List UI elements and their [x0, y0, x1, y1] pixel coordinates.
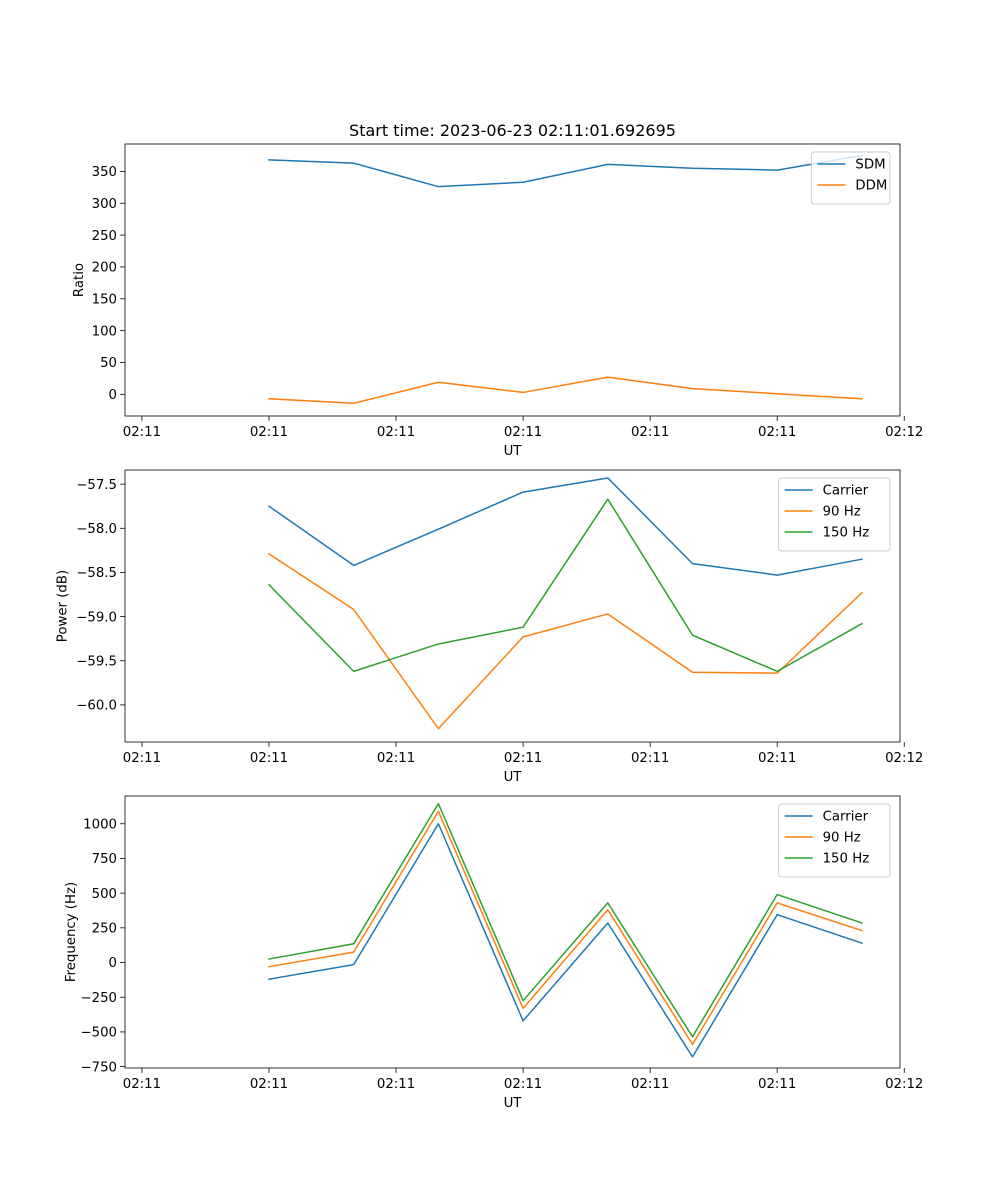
legend-label: 90 Hz [823, 505, 861, 520]
y-axis-label: Frequency (Hz) [64, 882, 79, 982]
series-line-90-hz [267, 552, 863, 730]
legend-box [810, 151, 891, 205]
y-tick-label: 350 [92, 165, 117, 180]
legend-label: DDM [855, 179, 887, 194]
legend-label: Carrier [823, 810, 869, 825]
x-tick-label: 02:11 [377, 1077, 415, 1092]
y-tick-label: 150 [92, 292, 117, 307]
chart-panel-3: 02:11 02:11 02:11 02:11 02:11 02:11 02:12 −750 −… [64, 795, 923, 1111]
series-line-90-hz [268, 810, 863, 1046]
x-tick-label: 02:11 [631, 425, 669, 440]
y-tick-label: 100 [92, 324, 117, 339]
x-axis-label: UT [504, 770, 523, 785]
y-tick-label: 750 [92, 852, 117, 867]
legend-label: 90 Hz [823, 831, 861, 846]
x-tick-label: 02:11 [123, 1077, 161, 1092]
legend-label: 150 Hz [823, 526, 870, 541]
x-tick-label: 02:11 [377, 425, 415, 440]
axes-frame [124, 795, 901, 1069]
x-tick-label: 02:11 [504, 425, 542, 440]
legend-label: 150 Hz [823, 852, 870, 867]
series-line-ddm [268, 376, 863, 405]
x-tick-label: 02:11 [250, 1077, 288, 1092]
legend-label: Carrier [823, 484, 869, 499]
x-tick-label: 02:11 [123, 751, 161, 766]
y-tick-label: −59.0 [76, 610, 117, 625]
chart-panel-1: 02:11 02:11 02:11 02:11 02:11 02:11 02:12 0 50 10… [72, 143, 923, 459]
x-tick-label: 02:11 [758, 751, 796, 766]
legend: Carrier 90 Hz 150 Hz [778, 477, 891, 552]
chart-panel-2: 02:11 02:11 02:11 02:11 02:11 02:11 02:12 −60.0… [56, 469, 923, 785]
series-line-150-hz [268, 802, 863, 1038]
y-tick-label: 0 [109, 956, 117, 971]
y-tick-label: 0 [109, 388, 117, 403]
series-line-carrier [268, 823, 863, 1058]
figure-title: Start time: 2023-06-23 02:11:01.692695 [349, 121, 676, 140]
x-tick-label: 02:12 [885, 1077, 923, 1092]
y-tick-label: 250 [92, 922, 117, 937]
legend: SDM DDM [810, 151, 891, 205]
x-tick-label: 02:11 [758, 1077, 796, 1092]
y-tick-label: 200 [92, 261, 117, 276]
x-tick-label: 02:11 [631, 751, 669, 766]
y-axis-label: Power (dB) [56, 570, 71, 642]
y-tick-label: 300 [92, 197, 117, 212]
x-axis-label: UT [504, 1096, 523, 1111]
y-tick-label: −750 [80, 1060, 117, 1075]
panels: 02:11 02:11 02:11 02:11 02:11 02:11 02:12 0 50 10… [56, 143, 923, 1111]
y-tick-label: −500 [80, 1026, 117, 1041]
x-tick-label: 02:11 [250, 425, 288, 440]
x-tick-label: 02:11 [504, 751, 542, 766]
legend-label: SDM [855, 158, 885, 173]
y-tick-label: −60.0 [76, 699, 117, 714]
x-tick-label: 02:11 [631, 1077, 669, 1092]
x-tick-label: 02:12 [885, 425, 923, 440]
y-tick-label: −250 [80, 991, 117, 1006]
x-tick-label: 02:11 [504, 1077, 542, 1092]
series-line-150-hz [267, 498, 863, 673]
x-axis-label: UT [504, 444, 523, 459]
y-tick-label: −58.0 [76, 522, 117, 537]
y-tick-label: −57.5 [76, 478, 117, 493]
x-tick-label: 02:11 [758, 425, 796, 440]
series-line-sdm [268, 154, 863, 188]
legend: Carrier 90 Hz 150 Hz [778, 803, 891, 878]
y-tick-label: −58.5 [76, 566, 117, 581]
y-tick-label: 1000 [83, 817, 117, 832]
y-tick-label: 500 [92, 887, 117, 902]
x-tick-label: 02:11 [377, 751, 415, 766]
y-tick-label: 50 [100, 356, 117, 371]
x-tick-label: 02:11 [123, 425, 161, 440]
axes-frame [124, 143, 901, 417]
y-tick-label: −59.5 [76, 654, 117, 669]
y-tick-label: 250 [92, 229, 117, 244]
x-tick-label: 02:12 [885, 751, 923, 766]
x-tick-label: 02:11 [250, 751, 288, 766]
axes-frame [124, 469, 901, 743]
series-line-carrier [267, 477, 863, 576]
y-axis-label: Ratio [72, 263, 87, 297]
